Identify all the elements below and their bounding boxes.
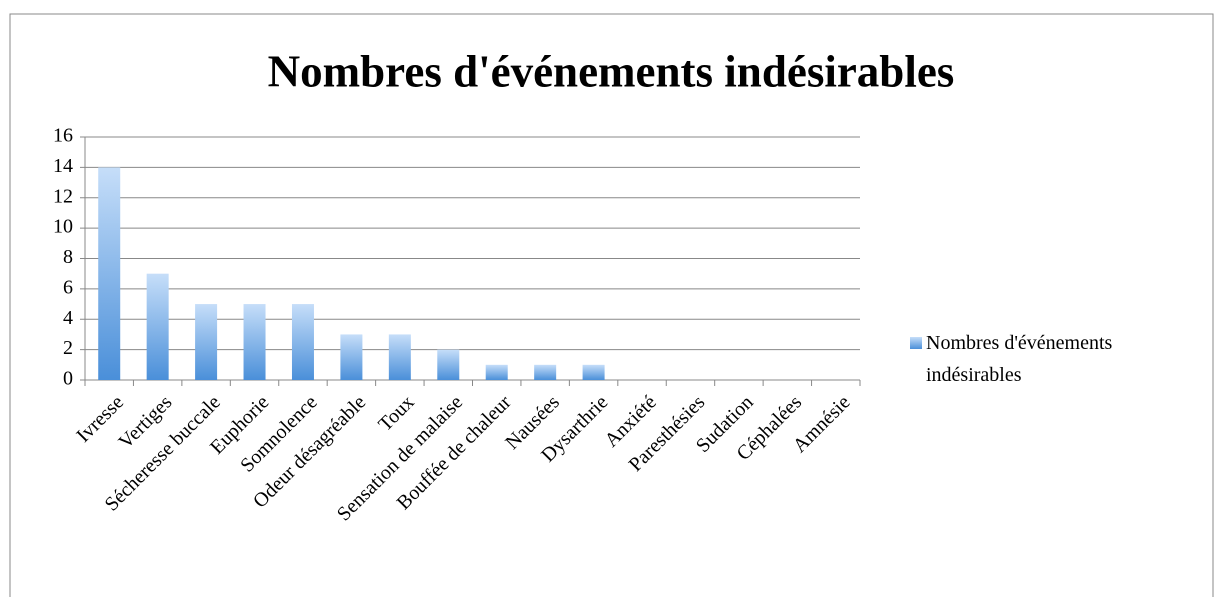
- bar: [340, 334, 363, 380]
- bar: [291, 304, 314, 380]
- y-tick-label: 4: [63, 307, 73, 329]
- bar: [485, 364, 508, 380]
- bar: [98, 167, 121, 380]
- chart-frame: [9, 13, 1214, 597]
- bar: [437, 349, 460, 380]
- bar: [146, 273, 169, 380]
- bar: [582, 364, 605, 380]
- y-tick-label: 8: [63, 246, 73, 268]
- x-tick-label: Toux: [374, 391, 418, 435]
- legend-label: Nombres d'événements indésirables: [926, 332, 1113, 386]
- y-tick-label: 12: [53, 185, 73, 207]
- bar: [243, 304, 266, 380]
- bar: [388, 334, 411, 380]
- bar: [195, 304, 218, 380]
- bar: [534, 364, 557, 380]
- y-tick-label: 14: [53, 155, 73, 177]
- y-tick-label: 6: [63, 276, 73, 298]
- y-tick-label: 2: [63, 337, 73, 359]
- legend: Nombres d'événements indésirables: [910, 327, 1200, 391]
- legend-swatch: [910, 337, 922, 349]
- y-tick-label: 0: [63, 368, 73, 390]
- y-tick-label: 16: [53, 125, 73, 147]
- y-tick-label: 10: [53, 216, 73, 238]
- chart-title: Nombres d'événements indésirables: [268, 46, 955, 96]
